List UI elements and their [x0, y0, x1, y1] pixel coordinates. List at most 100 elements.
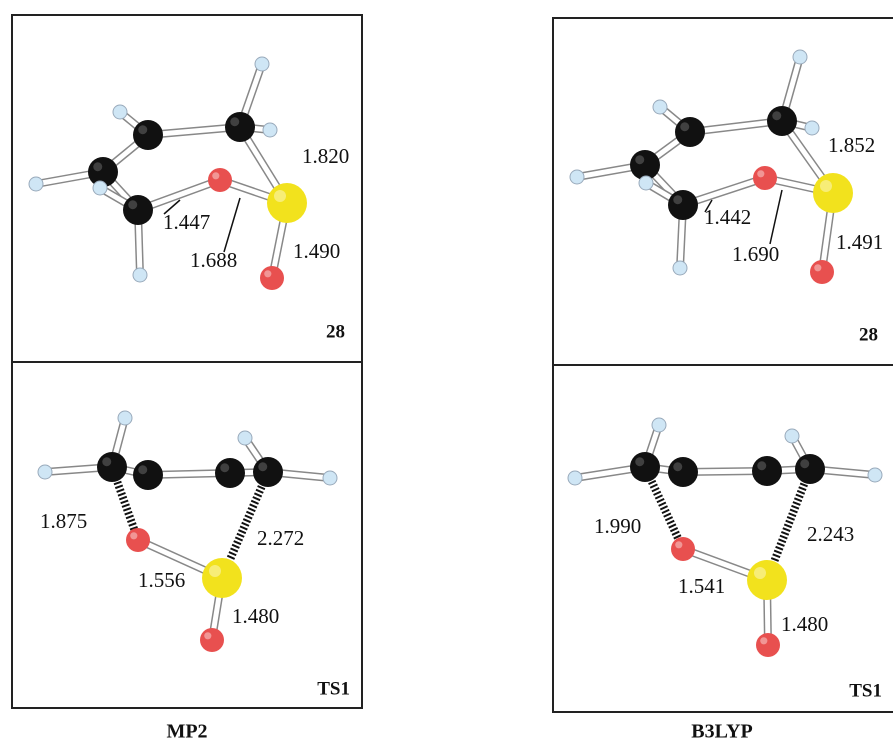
labels: 1.820 1.447 1.688 1.490 28 1.875 2.272 1… [40, 133, 883, 743]
atom-highlight [754, 567, 766, 579]
bond-length: 1.690 [732, 242, 779, 266]
atom-highlight [138, 465, 147, 474]
atom [652, 418, 666, 432]
atom [202, 558, 242, 598]
page: 1.820 1.447 1.688 1.490 28 1.875 2.272 1… [0, 0, 893, 747]
atom [805, 121, 819, 135]
atom [323, 471, 337, 485]
atom-highlight [673, 462, 682, 471]
atom-highlight [800, 459, 809, 468]
bond-length: 1.480 [781, 612, 828, 636]
atom-highlight [230, 117, 239, 126]
atom-highlight [635, 155, 644, 164]
atom-highlight [102, 457, 111, 466]
atom [260, 266, 284, 290]
atom [675, 117, 705, 147]
atom-highlight [757, 170, 764, 177]
atom [123, 195, 153, 225]
bond-length: 1.480 [232, 604, 279, 628]
atom-highlight [138, 125, 147, 134]
bond-length: 2.243 [807, 522, 854, 546]
atom [753, 166, 777, 190]
bond-length: 1.875 [40, 509, 87, 533]
bond-length: 1.491 [836, 230, 883, 254]
atom [653, 100, 667, 114]
atom [785, 429, 799, 443]
atom [673, 261, 687, 275]
atom [238, 431, 252, 445]
atom [253, 457, 283, 487]
atom [630, 150, 660, 180]
bond-length: 1.442 [704, 205, 751, 229]
atom-highlight [258, 462, 267, 471]
atom-highlight [820, 180, 832, 192]
atom-highlight [212, 172, 219, 179]
atom [133, 268, 147, 282]
atom-highlight [673, 195, 682, 204]
atom [767, 106, 797, 136]
atom [38, 465, 52, 479]
atom-highlight [220, 463, 229, 472]
atom [225, 112, 255, 142]
atom [208, 168, 232, 192]
structure-label: TS1 [317, 678, 350, 699]
bond-length: 1.820 [302, 144, 349, 168]
atom [97, 452, 127, 482]
atom [133, 120, 163, 150]
bond-length: 1.688 [190, 248, 237, 272]
atom [793, 50, 807, 64]
atom [267, 183, 307, 223]
atom [671, 537, 695, 561]
atom [668, 190, 698, 220]
atom [133, 460, 163, 490]
atom [795, 454, 825, 484]
atom [126, 528, 150, 552]
molecules [29, 50, 882, 657]
atom-highlight [760, 637, 767, 644]
structure-label: TS1 [849, 680, 882, 701]
atom-highlight [128, 200, 137, 209]
atom-highlight [274, 190, 286, 202]
bond-length: 1.541 [678, 574, 725, 598]
structure-label: 28 [859, 324, 878, 345]
atom-highlight [635, 457, 644, 466]
leader-line [224, 198, 240, 252]
method-label: MP2 [166, 721, 207, 743]
atom [263, 123, 277, 137]
atom [752, 456, 782, 486]
atom [113, 105, 127, 119]
atom [639, 176, 653, 190]
atom [568, 471, 582, 485]
atom-highlight [264, 270, 271, 277]
atom-highlight [130, 532, 137, 539]
figure: 1.820 1.447 1.688 1.490 28 1.875 2.272 1… [0, 0, 893, 747]
panel-frame [12, 362, 362, 708]
atom [215, 458, 245, 488]
bond-length: 2.272 [257, 526, 304, 550]
atom-highlight [772, 111, 781, 120]
method-label: B3LYP [691, 721, 753, 743]
atom [200, 628, 224, 652]
atom [118, 411, 132, 425]
atom [810, 260, 834, 284]
atom [255, 57, 269, 71]
atom [93, 181, 107, 195]
structure-label: 28 [326, 321, 345, 342]
atom-highlight [814, 264, 821, 271]
bond-length: 1.490 [293, 239, 340, 263]
atom [570, 170, 584, 184]
atom [756, 633, 780, 657]
leader-line [770, 190, 782, 244]
atom [868, 468, 882, 482]
bond-length: 1.556 [138, 568, 185, 592]
atom-highlight [675, 541, 682, 548]
bond-length: 1.990 [594, 514, 641, 538]
bond-length: 1.852 [828, 133, 875, 157]
atom [747, 560, 787, 600]
atom-highlight [204, 632, 211, 639]
atom [813, 173, 853, 213]
atom [630, 452, 660, 482]
atom-highlight [93, 162, 102, 171]
bond-length: 1.447 [163, 210, 210, 234]
atom-highlight [680, 122, 689, 131]
